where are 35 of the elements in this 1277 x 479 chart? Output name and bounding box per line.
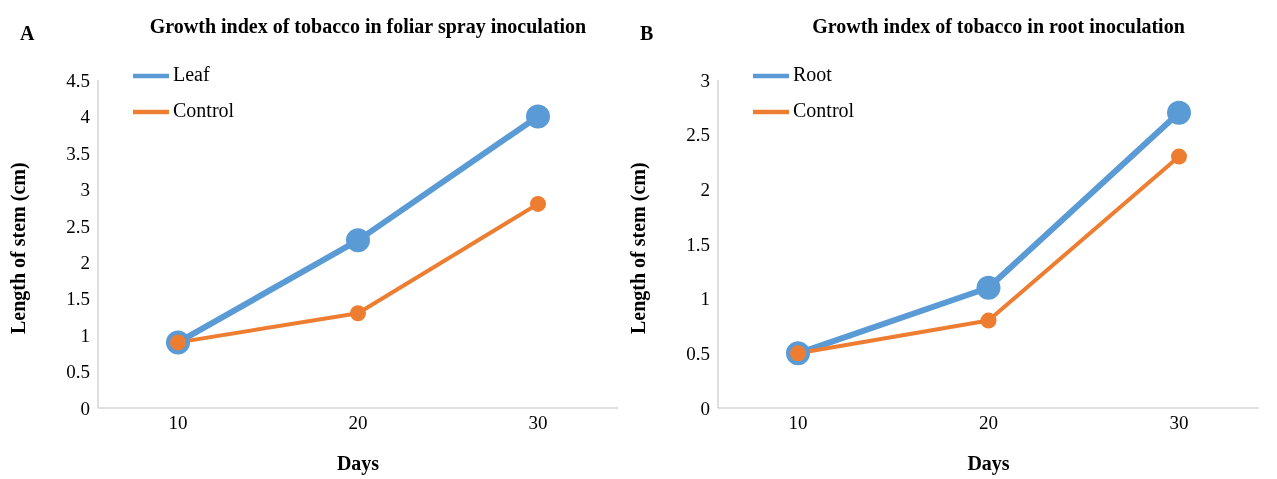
legend-label: Control: [173, 98, 235, 121]
y-tick-label: 1: [80, 324, 90, 346]
y-tick-label: 0: [80, 397, 90, 419]
y-tick-label: 3.5: [66, 142, 90, 164]
y-tick-label: 2.5: [66, 215, 90, 237]
x-axis-title: Days: [967, 452, 1010, 475]
y-tick-label: 2: [80, 251, 90, 273]
x-tick-label: 10: [788, 412, 808, 434]
y-tick-label: 1: [700, 288, 710, 310]
y-tick-label: 0: [700, 397, 710, 419]
x-tick-label: 30: [528, 412, 548, 434]
x-tick-label: 20: [348, 412, 368, 434]
x-tick-label: 10: [168, 412, 188, 434]
y-tick-label: 1.5: [686, 233, 710, 255]
y-axis-title: Length of stem (cm): [7, 162, 31, 334]
y-tick-label: 0.5: [66, 361, 90, 383]
y-tick-label: 0.5: [686, 343, 710, 365]
chart-title: Growth index of tobacco in foliar spray inoculation: [148, 14, 588, 38]
text: A: [20, 22, 35, 45]
y-tick-label: 4: [80, 106, 91, 128]
y-axis-title: Length of stem (cm): [627, 162, 651, 334]
chart-title: Growth index of tobacco in root inoculation: [811, 14, 1186, 38]
x-tick-label: 20: [979, 412, 998, 434]
legend-label: Leaf: [173, 62, 210, 85]
legend-label: Control: [793, 98, 855, 121]
y-tick-label: 2: [700, 179, 710, 201]
x-axis-title: Days: [336, 452, 380, 475]
legend-label: Root: [793, 62, 832, 85]
y-tick-label: 2.5: [686, 124, 710, 146]
y-tick-label: 3: [700, 69, 710, 91]
x-tick-label: 30: [1169, 412, 1189, 434]
y-tick-label: 3: [80, 179, 90, 201]
text: B: [640, 22, 654, 45]
y-tick-label: 1.5: [66, 288, 90, 310]
y-tick-label: 4.5: [66, 69, 90, 91]
